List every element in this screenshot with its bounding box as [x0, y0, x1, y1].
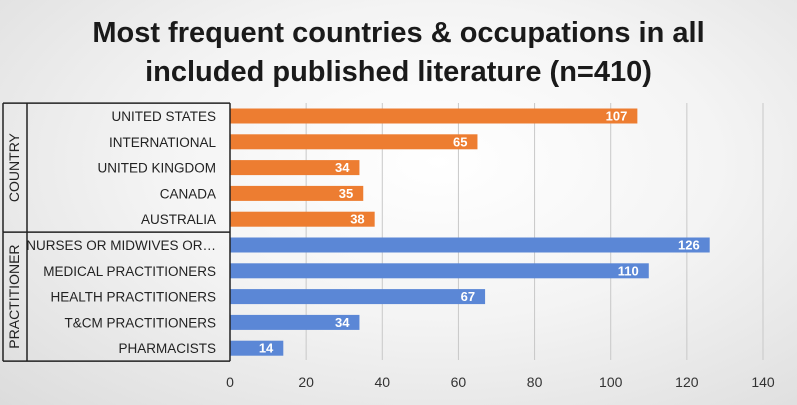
- x-tick-label: 120: [675, 374, 699, 390]
- bar-country: [230, 211, 375, 227]
- category-label: INTERNATIONAL: [109, 135, 217, 150]
- x-tick-label: 40: [374, 374, 390, 390]
- data-label: 126: [678, 238, 700, 253]
- group-label: COUNTRY: [6, 132, 22, 202]
- bar-country: [230, 160, 360, 176]
- x-tick-label: 0: [226, 374, 234, 390]
- category-label: AUSTRALIA: [141, 212, 216, 227]
- category-label: PHARMACISTS: [118, 341, 216, 356]
- data-label: 14: [259, 341, 274, 356]
- category-label: UNITED KINGDOM: [97, 161, 216, 176]
- data-label: 38: [350, 212, 364, 227]
- category-label: CANADA: [160, 186, 216, 201]
- chart-title-line-2: included published literature (n=410): [145, 56, 652, 88]
- category-label: MEDICAL PRACTITIONERS: [43, 264, 216, 279]
- x-tick-label: 80: [527, 374, 543, 390]
- bar-practitioner: [230, 289, 486, 305]
- data-label: 35: [339, 186, 353, 201]
- data-label: 110: [618, 263, 639, 278]
- chart-title: Most frequent countries & occupations in…: [0, 14, 797, 92]
- group-label: PRACTITIONER: [6, 244, 22, 348]
- x-tick-label: 140: [751, 374, 775, 390]
- x-tick-label: 60: [451, 374, 467, 390]
- data-label: 67: [461, 289, 475, 304]
- chart-title-line-1: Most frequent countries & occupations in…: [92, 17, 705, 49]
- data-label: 34: [335, 160, 350, 175]
- bar-practitioner: [230, 340, 284, 356]
- data-label: 34: [335, 315, 350, 330]
- category-label: NURSES OR MIDWIVES OR…: [26, 238, 216, 253]
- bar-practitioner: [230, 263, 649, 279]
- data-label: 107: [606, 109, 628, 124]
- bar-practitioner: [230, 237, 710, 253]
- bar-country: [230, 185, 364, 201]
- category-label: HEALTH PRACTITIONERS: [50, 290, 216, 305]
- x-tick-label: 100: [599, 374, 623, 390]
- category-label: T&CM PRACTITIONERS: [64, 315, 216, 330]
- bar-country: [230, 108, 638, 124]
- data-label: 65: [453, 134, 467, 149]
- x-tick-label: 20: [298, 374, 314, 390]
- bar-practitioner: [230, 314, 360, 330]
- bar-country: [230, 134, 478, 150]
- category-label: UNITED STATES: [111, 109, 216, 124]
